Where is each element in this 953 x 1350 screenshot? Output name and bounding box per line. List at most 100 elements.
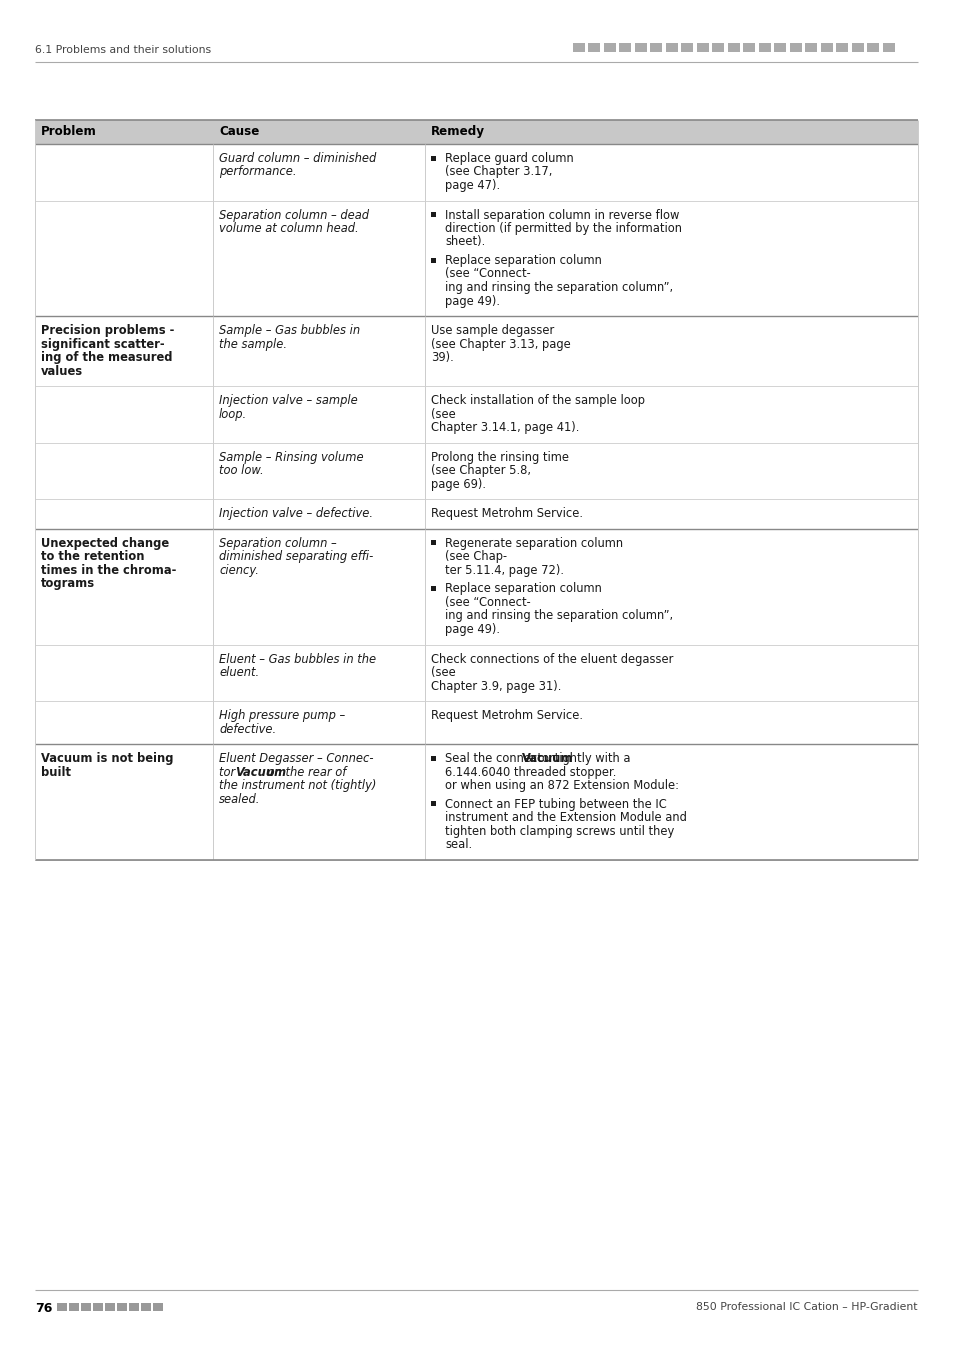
Text: page 49).: page 49). [444, 622, 499, 636]
Text: Replace separation column: Replace separation column [444, 254, 605, 267]
Text: Sample – Rinsing volume: Sample – Rinsing volume [219, 451, 363, 464]
Bar [141, 1303, 151, 1311]
Text: Injection valve – sample: Injection valve – sample [219, 394, 357, 408]
Text: seal.: seal. [444, 838, 472, 852]
Bar [57, 1303, 67, 1311]
Text: or when using an 872 Extension Module:: or when using an 872 Extension Module: [444, 779, 679, 792]
Bar [603, 43, 616, 53]
Text: Eluent – Gas bubbles in the: Eluent – Gas bubbles in the [219, 653, 375, 666]
Text: Vacuum: Vacuum [521, 752, 573, 765]
Text: (see: (see [431, 667, 456, 679]
Text: (see Chapter 3.17,: (see Chapter 3.17, [444, 166, 552, 178]
Text: 850 Professional IC Cation – HP-Gradient: 850 Professional IC Cation – HP-Gradient [696, 1301, 917, 1312]
Text: Request Metrohm Service.: Request Metrohm Service. [431, 709, 582, 722]
Text: (see “Connect-: (see “Connect- [444, 595, 530, 609]
Bar [152, 1303, 163, 1311]
Text: ing and rinsing the separation column”,: ing and rinsing the separation column”, [444, 281, 673, 294]
Bar [92, 1303, 103, 1311]
Text: 76: 76 [35, 1301, 52, 1315]
Bar [431, 212, 436, 217]
Text: the sample.: the sample. [219, 338, 287, 351]
Text: page 47).: page 47). [444, 180, 499, 192]
Text: Eluent Degasser – Connec-: Eluent Degasser – Connec- [219, 752, 374, 765]
Bar [105, 1303, 115, 1311]
Bar [635, 43, 646, 53]
Text: (see Chapter 5.8,: (see Chapter 5.8, [431, 464, 531, 478]
Text: Check installation of the sample loop: Check installation of the sample loop [431, 394, 648, 408]
Text: ciency.: ciency. [219, 564, 258, 576]
Bar [618, 43, 631, 53]
Bar [804, 43, 817, 53]
Text: tighten both clamping screws until they: tighten both clamping screws until they [444, 825, 674, 838]
Text: the instrument not (tightly): the instrument not (tightly) [219, 779, 376, 792]
Text: Seal the connector: Seal the connector [444, 752, 557, 765]
Text: Chapter 3.9, page 31).: Chapter 3.9, page 31). [431, 680, 560, 693]
Text: page 69).: page 69). [431, 478, 485, 491]
Bar [759, 43, 770, 53]
Bar [836, 43, 847, 53]
Text: Sample – Gas bubbles in: Sample – Gas bubbles in [219, 324, 359, 338]
Text: ter 5.11.4, page 72).: ter 5.11.4, page 72). [444, 564, 563, 576]
Text: Vacuum: Vacuum [235, 765, 286, 779]
Text: significant scatter-: significant scatter- [41, 338, 165, 351]
Text: Vacuum is not being: Vacuum is not being [41, 752, 173, 765]
Text: tightly with a: tightly with a [551, 752, 630, 765]
Text: Check connections of the eluent degasser: Check connections of the eluent degasser [431, 653, 677, 666]
Text: defective.: defective. [219, 722, 275, 736]
Bar [742, 43, 755, 53]
Text: Guard column – diminished: Guard column – diminished [219, 153, 375, 165]
Text: on the rear of: on the rear of [264, 765, 346, 779]
Bar [69, 1303, 79, 1311]
Text: direction (if permitted by the information: direction (if permitted by the informati… [444, 221, 681, 235]
Text: Remedy: Remedy [431, 126, 484, 138]
Text: eluent.: eluent. [219, 667, 259, 679]
Text: built: built [41, 765, 71, 779]
Bar [573, 43, 584, 53]
Bar [866, 43, 879, 53]
Text: instrument and the Extension Module and: instrument and the Extension Module and [444, 811, 686, 825]
Bar [650, 43, 661, 53]
Bar [431, 155, 436, 161]
Bar [774, 43, 785, 53]
Bar [588, 43, 599, 53]
Text: Separation column – dead: Separation column – dead [219, 208, 369, 221]
Text: page 49).: page 49). [444, 294, 499, 308]
Bar [697, 43, 708, 53]
Text: Cause: Cause [219, 126, 259, 138]
Text: Use sample degasser: Use sample degasser [431, 324, 558, 338]
Bar [431, 586, 436, 591]
Text: performance.: performance. [219, 166, 296, 178]
Bar [712, 43, 723, 53]
Bar [35, 120, 917, 144]
Bar [117, 1303, 127, 1311]
Text: diminished separating effi-: diminished separating effi- [219, 551, 373, 563]
Text: Install separation column in reverse flow: Install separation column in reverse flo… [444, 208, 679, 221]
Text: tor: tor [219, 765, 238, 779]
Text: too low.: too low. [219, 464, 263, 478]
Bar [665, 43, 678, 53]
Bar [727, 43, 740, 53]
Text: Replace guard column: Replace guard column [444, 153, 577, 165]
Text: ing and rinsing the separation column”,: ing and rinsing the separation column”, [444, 609, 673, 622]
Text: 39).: 39). [431, 351, 454, 364]
Text: volume at column head.: volume at column head. [219, 221, 358, 235]
Text: Precision problems -: Precision problems - [41, 324, 174, 338]
Text: Prolong the rinsing time: Prolong the rinsing time [431, 451, 572, 464]
Text: sealed.: sealed. [219, 792, 260, 806]
Bar [851, 43, 863, 53]
Text: ing of the measured: ing of the measured [41, 351, 172, 364]
Text: loop.: loop. [219, 408, 247, 421]
Text: Problem: Problem [41, 126, 97, 138]
Text: (see “Connect-: (see “Connect- [444, 267, 530, 281]
Bar [431, 756, 436, 761]
Bar [431, 802, 436, 806]
Bar [680, 43, 693, 53]
Text: Regenerate separation column: Regenerate separation column [444, 537, 626, 549]
Bar [431, 258, 436, 262]
Text: Unexpected change: Unexpected change [41, 537, 169, 549]
Text: Separation column –: Separation column – [219, 537, 336, 549]
Text: High pressure pump –: High pressure pump – [219, 709, 345, 722]
Text: (see Chapter 3.13, page: (see Chapter 3.13, page [431, 338, 570, 351]
Text: to the retention: to the retention [41, 551, 144, 563]
Text: Chapter 3.14.1, page 41).: Chapter 3.14.1, page 41). [431, 421, 578, 435]
